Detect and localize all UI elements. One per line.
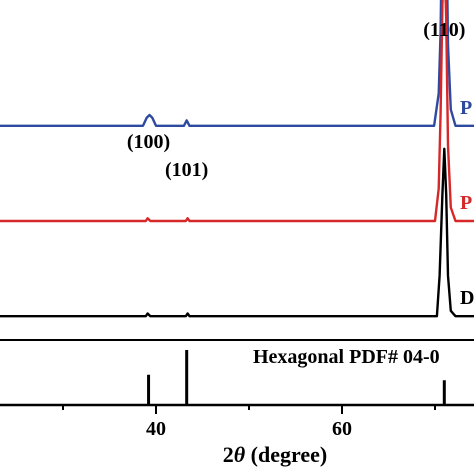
series-line: [0, 0, 474, 127]
series-layer: [0, 0, 474, 318]
series-line: [0, 0, 474, 223]
plot-frame: 40 60: [0, 339, 474, 440]
x-tick-label: 60: [332, 418, 352, 440]
series-label: P: [460, 192, 472, 214]
series-label: D: [460, 287, 474, 309]
peak-label: (100): [127, 131, 170, 153]
x-axis-title: 2θ (degree): [223, 442, 327, 467]
label-layer: P P D (100) (101) (110): [127, 19, 474, 309]
peak-label: (101): [165, 159, 208, 181]
x-tick-label: 40: [146, 418, 166, 440]
reference-panel: Hexagonal PDF# 04-0: [147, 346, 446, 405]
series-label: P: [460, 97, 472, 119]
series-line: [0, 147, 474, 318]
reference-title: Hexagonal PDF# 04-0: [253, 346, 440, 368]
peak-label: (110): [423, 19, 465, 41]
